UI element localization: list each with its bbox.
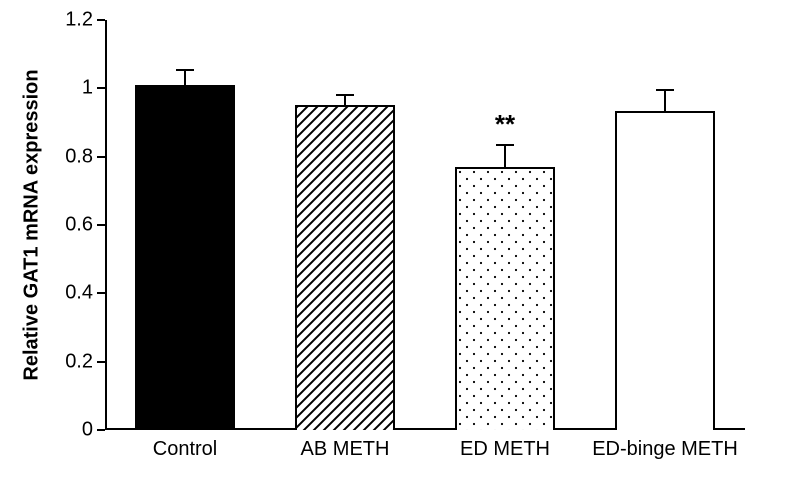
x-tick-label: ED-binge METH (592, 438, 738, 461)
x-tick-label: Control (153, 438, 217, 461)
x-tick-label: AB METH (301, 438, 390, 461)
error-bar-line (504, 145, 506, 167)
error-bar-line (344, 95, 346, 105)
error-bar-line (184, 70, 186, 85)
y-tick-label: 0.4 (65, 282, 93, 305)
y-tick-mark (97, 87, 105, 89)
significance-marker: ** (495, 109, 515, 140)
y-tick-label: 0.2 (65, 350, 93, 373)
y-tick-mark (97, 156, 105, 158)
y-tick-mark (97, 361, 105, 363)
y-tick-mark (97, 19, 105, 21)
gat1-bar-chart: Relative GAT1 mRNA expression 0 0.2 0.4 0.6… (0, 0, 785, 500)
bar-ed-binge-meth (615, 111, 714, 430)
y-tick-label: 1.2 (65, 9, 93, 32)
y-tick-mark (97, 224, 105, 226)
y-tick-label: 1 (82, 77, 93, 100)
error-bar-cap (336, 94, 354, 96)
y-tick-mark (97, 429, 105, 431)
error-bar-cap (176, 69, 194, 71)
error-bar-cap (656, 89, 674, 91)
bar-ed-meth (455, 167, 554, 430)
y-tick-label: 0 (82, 419, 93, 442)
y-tick-label: 0.6 (65, 214, 93, 237)
error-bar-line (664, 90, 666, 111)
bar-ab-meth (295, 105, 394, 430)
y-axis-label: Relative GAT1 mRNA expression (21, 20, 44, 430)
bar-control (135, 85, 234, 430)
y-tick-label: 0.8 (65, 145, 93, 168)
x-tick-label: ED METH (460, 438, 550, 461)
error-bar-cap (496, 144, 514, 146)
y-tick-mark (97, 292, 105, 294)
